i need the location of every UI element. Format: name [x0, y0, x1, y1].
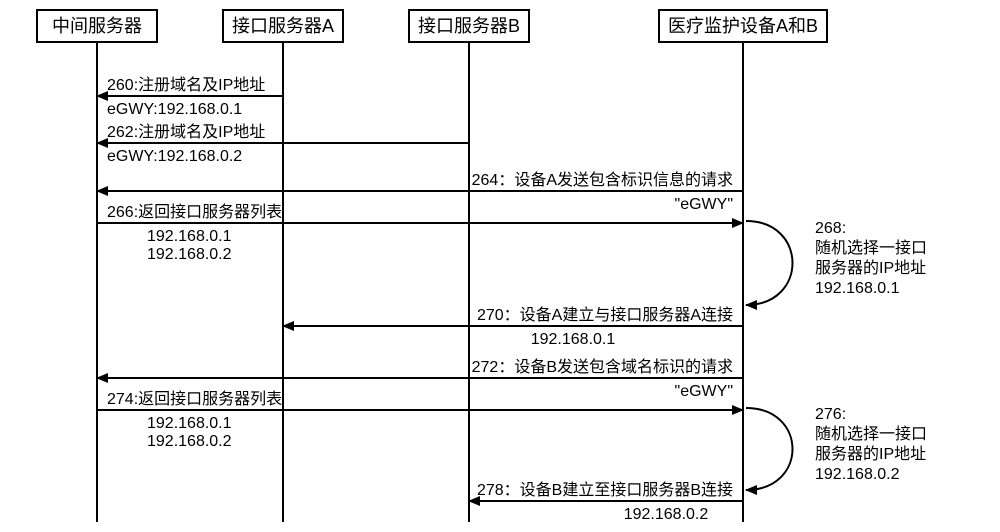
self-note-text: 随机选择一接口 — [815, 425, 927, 443]
message-label-top: 266:返回接口服务器列表 — [107, 203, 282, 221]
self-note-text: 192.168.0.2 — [815, 466, 900, 483]
message-label-bottom: eGWY:192.168.0.2 — [107, 148, 242, 165]
self-note-text: 服务器的IP地址 — [815, 259, 926, 277]
message-label-bottom: "eGWY" — [675, 196, 733, 213]
self-loop — [746, 408, 793, 490]
participant-label: 中间服务器 — [52, 16, 142, 36]
self-note-text: 268: — [815, 220, 846, 237]
participant-label: 医疗监护设备A和B — [668, 16, 818, 36]
self-note-text: 192.168.0.1 — [815, 280, 900, 297]
message-label-bottom: 192.168.0.2 — [624, 506, 709, 523]
message-label-bottom: eGWY:192.168.0.1 — [107, 101, 242, 118]
message-label-bottom: 192.168.0.1 — [531, 331, 616, 348]
self-note-text: 276: — [815, 406, 846, 423]
message-label-bottom: 192.168.0.2 — [147, 246, 232, 263]
message-label-bottom: 192.168.0.1 — [147, 415, 232, 432]
message-label-top: 262:注册域名及IP地址 — [107, 123, 265, 141]
message-label-top: 272：设备B发送包含域名标识的请求 — [472, 358, 733, 376]
message-label-top: 278：设备B建立至接口服务器B连接 — [477, 481, 733, 499]
self-loop — [746, 221, 793, 305]
message-label-top: 260:注册域名及IP地址 — [107, 76, 265, 94]
message-label-top: 270：设备A建立与接口服务器A连接 — [477, 306, 733, 324]
participant-label: 接口服务器B — [418, 16, 520, 36]
message-label-top: 264：设备A发送包含标识信息的请求 — [472, 171, 733, 189]
self-note-text: 随机选择一接口 — [815, 239, 927, 257]
message-label-top: 274:返回接口服务器列表 — [107, 390, 282, 408]
message-label-bottom: 192.168.0.1 — [147, 228, 232, 245]
message-label-bottom: "eGWY" — [675, 383, 733, 400]
self-note-text: 服务器的IP地址 — [815, 445, 926, 463]
message-label-bottom: 192.168.0.2 — [147, 433, 232, 450]
participant-label: 接口服务器A — [232, 16, 334, 36]
sequence-diagram: 中间服务器 接口服务器A 接口服务器B 医疗监护设备A和B 260:注册域名及IP地址… — [0, 0, 1000, 532]
